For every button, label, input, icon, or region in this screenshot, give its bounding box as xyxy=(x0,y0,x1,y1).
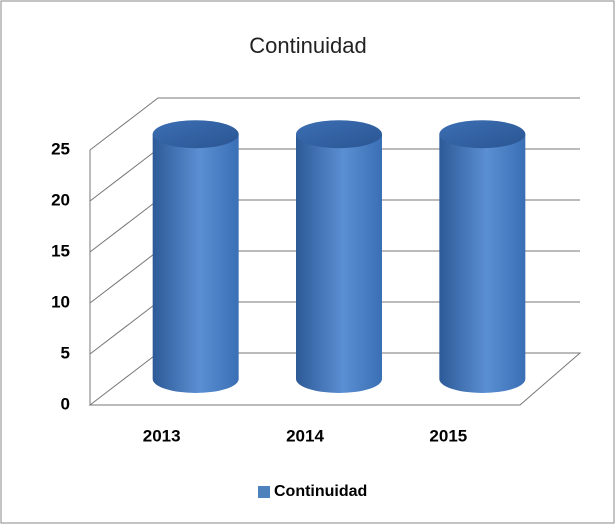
y-tick-label: 5 xyxy=(61,343,70,362)
y-tick-label: 25 xyxy=(51,139,70,158)
cylinder-body xyxy=(296,134,382,393)
x-tick-label: 2013 xyxy=(143,426,181,445)
y-tick-label: 0 xyxy=(61,394,70,413)
cylinder xyxy=(152,120,239,394)
cylinder-top xyxy=(152,120,239,149)
y-tick-label: 15 xyxy=(51,241,70,260)
x-tick-label: 2014 xyxy=(286,426,324,445)
legend-swatch xyxy=(258,486,270,498)
grid-line xyxy=(89,97,580,151)
cylinder-top xyxy=(296,120,382,149)
cylinder-body xyxy=(439,134,526,393)
floor xyxy=(88,352,582,406)
cylinder-body xyxy=(152,134,239,394)
y-tick-label: 20 xyxy=(51,190,70,209)
cylinder-top xyxy=(439,120,526,149)
cylinder xyxy=(439,120,526,393)
cylinder xyxy=(296,120,382,393)
x-tick-label: 2015 xyxy=(429,426,467,445)
chart-title: Continuidad xyxy=(249,33,366,58)
legend-label: Continuidad xyxy=(274,483,367,500)
y-tick-label: 10 xyxy=(51,292,70,311)
